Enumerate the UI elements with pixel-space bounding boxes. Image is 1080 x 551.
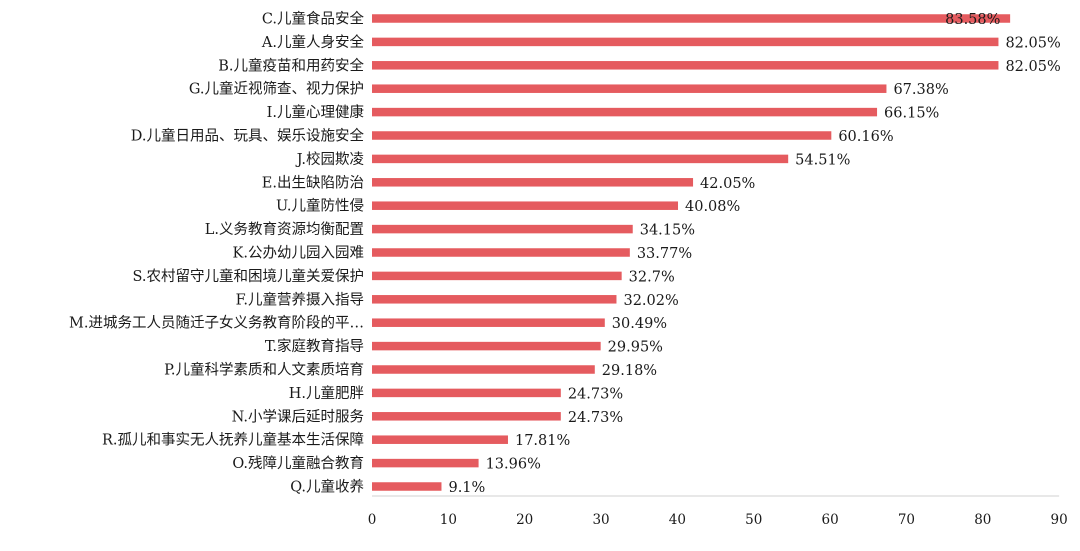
data-label: 32.02%: [623, 293, 678, 309]
bar: [372, 178, 694, 187]
bar: [372, 318, 605, 327]
bar: [372, 201, 679, 210]
bar: [372, 107, 878, 117]
category-label: F.儿童营养摄入指导: [236, 290, 364, 308]
bar: [372, 412, 561, 421]
bar: [372, 14, 1011, 23]
x-tick-label: 40: [669, 512, 686, 528]
x-tick-label: 60: [822, 512, 839, 528]
bar: [372, 482, 442, 491]
category-label: H.儿童肥胖: [289, 384, 364, 402]
bar: [372, 365, 595, 374]
x-tick-labels: 0 10 20 30 40 50 60 70 80 90: [368, 512, 1068, 528]
x-tick-label: 80: [974, 512, 991, 528]
category-label: G.儿童近视筛查、视力保护: [189, 80, 364, 98]
data-label: 83.58%: [945, 12, 1000, 28]
data-label: 34.15%: [640, 223, 695, 239]
data-label: 67.38%: [893, 82, 948, 98]
data-label: 24.73%: [568, 410, 623, 426]
bar: [372, 435, 508, 444]
data-label: 24.73%: [568, 386, 623, 402]
category-label: R.孤儿和事实无人抚养儿童基本生活保障: [102, 431, 364, 449]
data-label: 13.96%: [486, 457, 541, 473]
category-label: O.残障儿童融合教育: [232, 454, 364, 472]
x-tick-label: 70: [898, 512, 915, 528]
category-label: K.公办幼儿园入园难: [233, 245, 364, 262]
bar: [372, 295, 617, 304]
category-label: S.农村留守儿童和困境儿童关爱保护: [132, 267, 364, 285]
data-label: 82.05%: [1005, 35, 1060, 51]
category-label: P.儿童科学素质和人文素质培育: [164, 361, 364, 379]
data-label: 17.81%: [515, 433, 570, 449]
bar: [372, 248, 630, 257]
bar: [372, 37, 999, 47]
data-label: 82.05%: [1005, 59, 1060, 75]
data-label: 29.95%: [608, 340, 663, 356]
category-label: L.义务教育资源均衡配置: [205, 221, 364, 238]
data-label: 32.7%: [629, 269, 675, 285]
data-label: 33.77%: [637, 246, 692, 262]
category-label: J.校园欺凌: [295, 151, 365, 168]
category-label: B.儿童疫苗和用药安全: [218, 56, 364, 74]
category-label: I.儿童心理健康: [267, 103, 364, 121]
data-label: 42.05%: [700, 176, 755, 192]
bars-layer: [372, 14, 1011, 491]
bar: [372, 271, 622, 281]
category-label: M.进城务工人员随迁子女义务教育阶段的平…: [69, 314, 364, 332]
category-label: A.儿童人身安全: [261, 33, 365, 51]
data-label: 60.16%: [838, 129, 893, 145]
x-tick-label: 0: [368, 512, 377, 528]
data-label: 30.49%: [612, 316, 667, 332]
bar: [372, 61, 999, 70]
data-label: 29.18%: [602, 363, 657, 379]
category-label: D.儿童日用品、玩具、娱乐设施安全: [131, 127, 365, 145]
category-label: U.儿童防性侵: [276, 197, 364, 215]
data-label: 40.08%: [685, 199, 740, 215]
bar: [372, 458, 479, 468]
data-label: 54.51%: [795, 152, 850, 168]
bar: [372, 388, 561, 398]
category-label: T.家庭教育指导: [265, 338, 364, 355]
x-tick-label: 10: [440, 512, 457, 528]
bar: [372, 154, 789, 164]
bar: [372, 341, 601, 351]
category-labels: C.儿童食品安全 A.儿童人身安全 B.儿童疫苗和用药安全 G.儿童近视筛查、视力保护…: [69, 10, 364, 496]
category-label: Q.儿童收养: [290, 478, 364, 496]
data-labels: 83.58% 82.05% 82.05% 67.38% 66.15% 60.16% 54.5…: [448, 12, 1060, 496]
bar: [372, 224, 633, 234]
data-label: 66.15%: [884, 106, 939, 122]
bar: [372, 84, 887, 93]
x-tick-label: 90: [1051, 512, 1068, 528]
bar: [372, 131, 832, 140]
x-tick-label: 20: [516, 512, 533, 528]
x-tick-label: 30: [592, 512, 609, 528]
category-label: C.儿童食品安全: [262, 10, 365, 28]
data-label: 9.1%: [448, 480, 485, 496]
x-tick-label: 50: [745, 512, 762, 528]
category-label: E.出生缺陷防治: [262, 174, 364, 191]
category-label: N.小学课后延时服务: [232, 408, 364, 425]
